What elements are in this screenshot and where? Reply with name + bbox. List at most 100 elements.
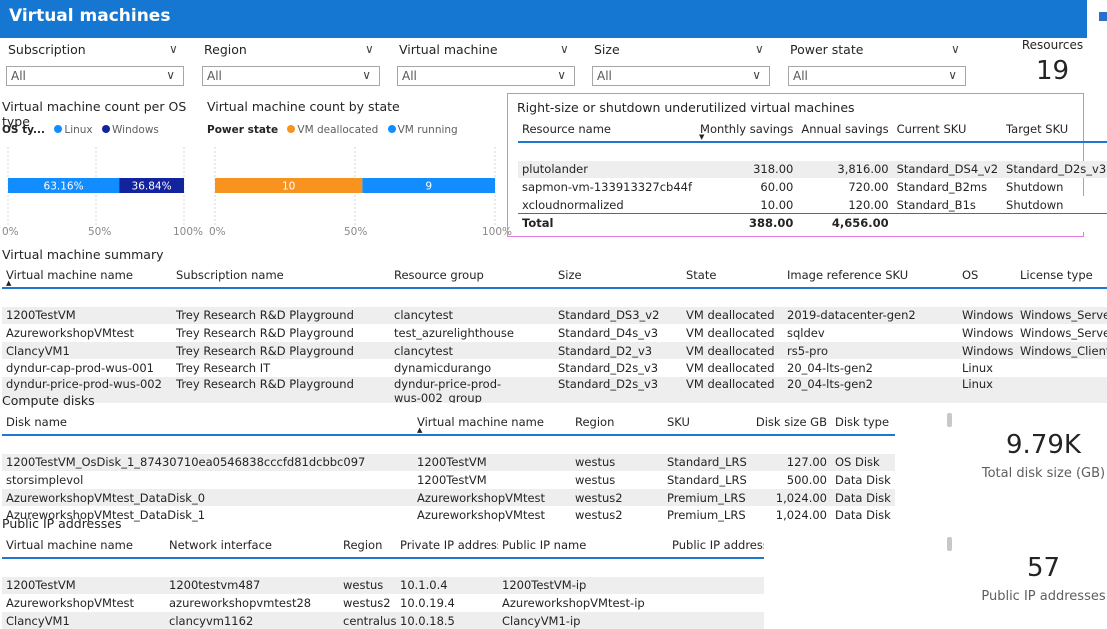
table-row[interactable]: ClancyVM1 clancyvm1162 centralus 10.0.18.5 C… [2,611,764,629]
slicer-region[interactable]: Region ∨ All ∨ [202,42,380,88]
slicer-virtual-machine[interactable]: Virtual machine ∨ All ∨ [397,42,575,88]
chevron-down-icon[interactable]: ∨ [755,42,764,56]
col-network-interface[interactable]: Network interface [165,533,339,559]
col-target-sku[interactable]: Target SKU [1002,117,1107,143]
slicer-size[interactable]: Size ∨ All ∨ [592,42,770,88]
legend-dot-icon [387,125,396,133]
cell: westus [575,455,616,470]
slicer-dropdown[interactable]: All ∨ [202,66,380,86]
bar-segment-linux[interactable] [8,178,120,193]
col-os[interactable]: OS [958,263,1016,289]
col-current-sku[interactable]: Current SKU [892,117,1003,143]
cell: Trey Research R&D Playground [176,308,354,323]
col-disk-region[interactable]: Region [571,410,663,436]
slicer-dropdown[interactable]: All ∨ [6,66,184,86]
chevron-down-icon[interactable]: ∨ [362,68,371,82]
public-ip-card: 57 Public IP addresses [980,553,1107,604]
col-ip-region[interactable]: Region [339,533,396,559]
table-row[interactable]: dyndur-cap-prod-wus-001 Trey Research IT d… [2,359,1107,377]
chevron-down-icon[interactable]: ∨ [365,42,374,56]
col-annual-savings[interactable]: Annual savings [797,117,893,143]
chevron-down-icon[interactable]: ∨ [557,68,566,82]
col-image-sku[interactable]: Image reference SKU [783,263,958,289]
table-row[interactable]: AzureworkshopVMtest_DataDisk_0 Azureworks… [2,488,895,507]
cell: Trey Research IT [176,361,271,376]
chevron-down-icon[interactable]: ∨ [951,42,960,56]
table-row[interactable]: plutolander 318.00 3,816.00 Standard_DS4_v2… [518,160,1107,179]
table-row[interactable]: ClancyVM1 Trey Research R&D Playground cla… [2,341,1107,360]
bar-segment-vm-deallocated[interactable] [215,178,363,193]
cell: dyndur-price-prod-wus-002 [6,376,162,391]
slicer-value: All [402,69,417,83]
table-row[interactable]: AzureworkshopVMtest_DataDisk_1 Azureworks… [2,506,895,524]
col-state[interactable]: State [682,263,783,289]
col-resource-name[interactable]: Resource name [518,117,697,143]
col-subscription[interactable]: Subscription name [172,263,390,289]
legend-item-linux[interactable]: Linux [64,124,93,136]
table-row[interactable]: storsimplevol 1200TestVM westus Standard_LR… [2,471,895,489]
table-row[interactable]: AzureworkshopVMtest azureworkshopvmtest28… [2,594,764,612]
table-row[interactable]: 1200TestVM_OsDisk_1_87430710ea0546838ccc… [2,453,895,472]
col-license[interactable]: License type [1016,263,1107,289]
cell: 20_04-lts-gen2 [787,376,873,391]
table-row[interactable]: xcloudnormalized 10.00 120.00 Standard_B1s S… [518,195,1107,214]
table-row[interactable]: dyndur-price-prod-wus-002 Trey Research R… [2,376,1107,403]
slicer-subscription[interactable]: Subscription ∨ All ∨ [6,42,184,88]
chevron-down-icon[interactable]: ∨ [560,42,569,56]
bar-segment-windows[interactable] [119,178,184,193]
cell: 10.0.19.4 [400,595,455,610]
chevron-down-icon[interactable]: ∨ [752,68,761,82]
slicer-label: Region [204,42,247,57]
cell: 318.00 [753,162,794,177]
disks-scrollbar[interactable] [947,413,952,427]
cell: ClancyVM1 [6,613,70,628]
cell: AzureworkshopVMtest [6,325,135,340]
cell: plutolander [522,162,588,177]
cell: storsimplevol [6,472,84,487]
tick-label: 0% [209,226,226,238]
chevron-down-icon[interactable]: ∨ [166,68,175,82]
table-row[interactable]: 1200TestVM 1200testvm487 westus 10.1.0.4 120… [2,576,764,595]
legend-title: Power state [207,124,279,136]
col-monthly-savings[interactable]: Monthly savings ▼ [696,117,798,143]
slicer-dropdown[interactable]: All ∨ [592,66,770,86]
legend-item-deallocated[interactable]: VM deallocated [297,124,379,136]
card-label: Public IP addresses [981,589,1106,604]
ip-scrollbar[interactable] [947,537,952,551]
col-vm-name[interactable]: Virtual machine name ▲ [2,263,172,289]
window-edge-icon [1099,12,1107,21]
cell: Standard_D2_v3 [558,343,653,358]
col-public-ip-name[interactable]: Public IP name [498,533,668,559]
col-disk-vm-name[interactable]: Virtual machine name ▲ [413,410,571,436]
table-row[interactable]: sapmon-vm-133913327cb44f 60.00 720.00 Stand… [518,178,1107,196]
table-row[interactable]: 1200TestVM Trey Research R&D Playground cl… [2,306,1107,325]
col-disk-type[interactable]: Disk type [831,410,895,436]
cell: VM deallocated [686,343,775,358]
cell: VM deallocated [686,376,775,391]
col-size[interactable]: Size [554,263,682,289]
slicer-dropdown[interactable]: All ∨ [397,66,575,86]
cell: Windows_Server [1020,325,1107,340]
cell: azureworkshopvmtest28 [169,595,312,610]
col-disk-name[interactable]: Disk name [2,410,413,436]
slicer-dropdown[interactable]: All ∨ [788,66,966,86]
bar-segment-vm-running[interactable] [362,178,495,193]
col-disk-sku[interactable]: SKU [663,410,749,436]
col-disk-size[interactable]: Disk size GB [749,410,831,436]
col-public-ip[interactable]: Public IP address [668,533,764,559]
table-row[interactable]: AzureworkshopVMtest Trey Research R&D Pla… [2,324,1107,342]
slicer-label: Size [594,42,620,57]
card-value: 57 [1026,553,1061,583]
cell: AzureworkshopVMtest_DataDisk_1 [6,508,206,523]
legend-item-running[interactable]: VM running [397,124,458,136]
cell: xcloudnormalized [522,197,624,212]
chevron-down-icon[interactable]: ∨ [948,68,957,82]
legend-item-windows[interactable]: Windows [112,124,159,136]
col-resource-group[interactable]: Resource group [390,263,554,289]
slicer-power-state[interactable]: Power state ∨ All ∨ [788,42,966,88]
cell: 1200TestVM-ip [502,578,587,593]
col-ip-vm-name[interactable]: Virtual machine name [2,533,165,559]
col-private-ip[interactable]: Private IP address [396,533,498,559]
chevron-down-icon[interactable]: ∨ [169,42,178,56]
sort-desc-icon: ▼ [699,133,705,141]
